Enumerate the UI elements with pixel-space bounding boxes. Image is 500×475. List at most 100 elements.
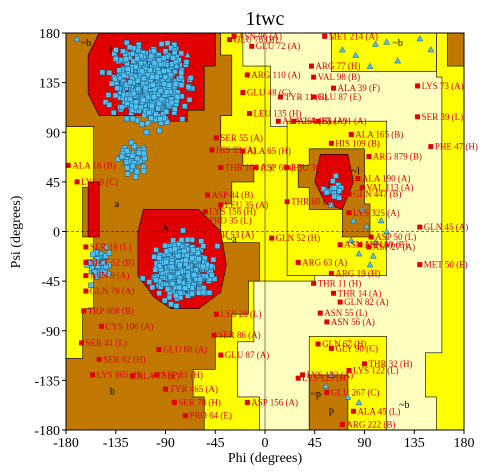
y-tick-label-1: -135 [34,374,60,389]
y-axis-label: Psi (degrees) [9,195,24,268]
residue-point [135,86,141,92]
residue-point [175,270,181,277]
residue-point [123,159,130,165]
x-tick-label-7: 135 [404,436,425,451]
residue-point [106,250,112,256]
outlier-label-29: ALA 190 (A) [362,174,411,184]
region-label-2: ~b [392,38,402,49]
outlier-point-54 [337,299,343,305]
region-label-8: b [110,387,115,398]
outlier-label-46: MET 52 (B) [90,257,134,267]
residue-point [134,168,140,175]
outlier-label-64: SER 62 (H) [103,354,146,364]
glycine-point-16 [383,38,391,45]
outlier-point-22 [428,144,434,150]
residue-points [84,39,344,309]
residue-point [158,41,165,47]
outlier-point-33 [284,199,290,205]
outlier-point-58 [98,323,104,329]
outlier-label-59: LYS 28 (L) [220,309,261,319]
residue-point [336,194,342,201]
outlier-label-70: LYS 122 (L) [353,365,399,375]
residue-point [138,60,144,67]
outlier-point-56 [317,310,323,316]
outlier-point-47 [417,262,423,268]
residue-point [187,75,194,81]
outlier-label-52: ASN 9 (A) [90,271,130,281]
residue-point [214,243,221,249]
residue-point [129,107,136,113]
residue-point [102,253,109,259]
residue-point [88,282,94,289]
grid-lines [66,33,464,430]
outlier-label-5: ARG 110 (A) [251,70,300,80]
residue-point [171,42,178,48]
y-tick-label-3: -45 [41,275,60,290]
outlier-point-51 [331,290,337,296]
outlier-point-21 [240,148,246,154]
residue-point [100,260,106,266]
residue-point [156,127,163,134]
region-label-6: A [162,224,170,235]
residue-point [149,103,155,110]
glycine-point-20 [73,34,81,42]
y-tick-label-5: 45 [46,176,60,191]
glycine-point-3 [355,250,363,257]
y-tick-label-0: -180 [34,424,60,439]
x-tick-label-1: -135 [103,436,129,451]
residue-point [149,284,156,291]
outlier-point-46 [83,259,89,265]
outlier-point-49 [328,270,334,276]
residue-point [134,155,141,162]
outlier-label-73: GLU 267 (C) [331,388,380,398]
outlier-label-26: LEU 361 (B) [291,163,339,173]
outlier-point-62 [315,341,321,347]
outlier-point-7 [331,85,337,91]
outlier-label-30: VAL 113 (A) [366,182,413,192]
outlier-point-23 [65,162,71,168]
residue-point [174,94,181,100]
outlier-label-36: PRO 35 (L) [209,215,252,225]
outlier-label-7: ALA 39 (F) [338,83,381,93]
residue-point [110,109,117,116]
outlier-point-57 [324,319,330,325]
residue-point [156,57,162,63]
residue-point [135,77,141,84]
outlier-point-17 [415,114,421,120]
residue-point [94,256,101,262]
outlier-point-10 [311,94,317,100]
glycine-point-11 [372,40,379,47]
residue-point [103,263,109,270]
x-tick-label-6: 90 [358,436,372,451]
glycine-point-19 [173,62,180,69]
glycine-point-17 [366,62,374,69]
glycine-point-21 [327,371,335,378]
outlier-point-26 [284,165,290,171]
outlier-label-1: GLU 76 (B) [234,35,278,45]
region-label-10: p [329,405,334,416]
glycine-point-15 [338,46,346,53]
residue-point [148,53,155,59]
residue-point [129,115,136,122]
residue-point [156,100,162,107]
residue-point [177,262,183,268]
outlier-label-62: GLN 67 (H) [322,339,367,349]
outlier-point-45 [366,244,372,250]
outlier-label-37: LYS 325 (A) [353,208,400,218]
residue-point [209,272,215,279]
residue-point [147,67,153,74]
outlier-label-41: ASP 50 (L) [375,232,416,242]
residue-point [141,155,148,162]
residue-point [138,104,144,111]
residue-point [143,129,150,136]
glycine-point-5 [366,261,374,268]
residue-point [157,116,163,122]
x-tick-label-5: 45 [308,436,322,451]
outlier-label-49: ARG 19 (H) [335,268,380,278]
residue-point [152,267,159,273]
residue-point [161,81,168,87]
residue-point [153,74,160,80]
outlier-point-2 [249,43,255,49]
residue-point [198,238,204,244]
